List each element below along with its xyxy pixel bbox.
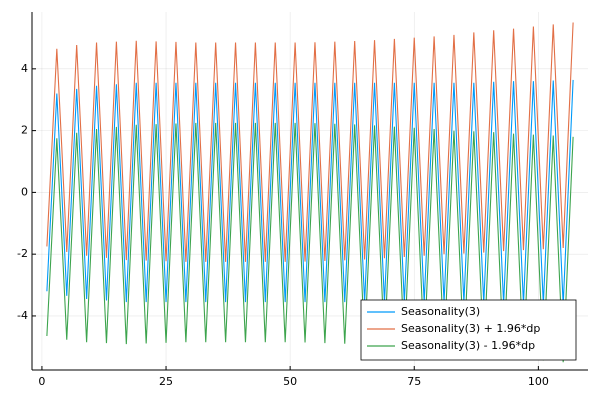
- legend-box: [360, 299, 577, 361]
- y-tick-label: 2: [21, 124, 28, 137]
- legend-label: Seasonality(3) - 1.96*dp: [401, 339, 535, 352]
- legend-label: Seasonality(3) + 1.96*dp: [401, 322, 540, 335]
- y-tick-label: 4: [21, 62, 28, 75]
- y-tick-label: -2: [17, 247, 28, 260]
- x-tick-label: 0: [38, 375, 45, 388]
- series-line: [46, 79, 574, 305]
- x-tick-label: 75: [407, 375, 421, 388]
- legend-label: Seasonality(3): [401, 305, 480, 318]
- x-tick-label: 100: [528, 375, 549, 388]
- series-line: [46, 22, 574, 262]
- x-tick-label: 50: [283, 375, 297, 388]
- y-tick-label: -4: [17, 309, 28, 322]
- x-tick-label: 25: [159, 375, 173, 388]
- y-tick-label: 0: [21, 185, 28, 198]
